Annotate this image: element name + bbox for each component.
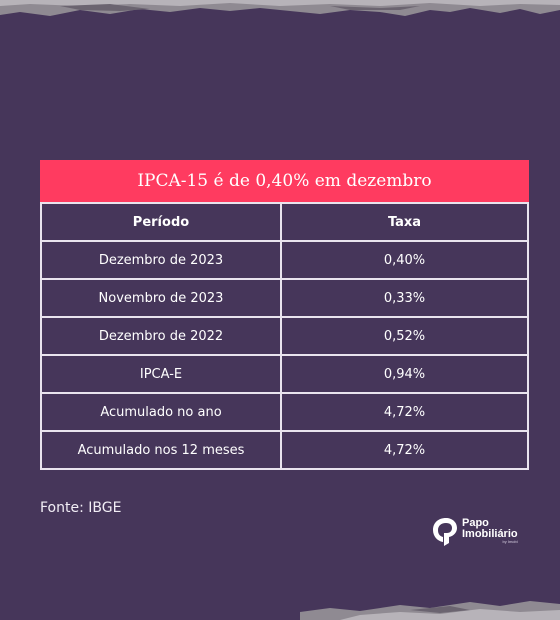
header-periodo: Período <box>40 202 282 242</box>
rate-cell: 0,33% <box>280 278 529 318</box>
papo-imobiliario-logo-icon <box>433 518 457 546</box>
rate-cell: 4,72% <box>280 392 529 432</box>
logo-line-2: Imobiliário <box>462 528 518 540</box>
period-cell: Acumulado nos 12 meses <box>40 430 282 470</box>
logo-line-1: Papo <box>462 517 489 529</box>
source-note: Fonte: IBGE <box>40 500 122 516</box>
table-title: IPCA-15 é de 0,40% em dezembro <box>40 160 529 202</box>
table-row: Dezembro de 2022 0,52% <box>40 316 529 356</box>
rate-cell: 0,94% <box>280 354 529 394</box>
rate-cell: 4,72% <box>280 430 529 470</box>
table-row: IPCA-E 0,94% <box>40 354 529 394</box>
table-row: Acumulado nos 12 meses 4,72% <box>40 430 529 470</box>
torn-paper-top-decoration <box>0 0 560 16</box>
period-cell: Acumulado no ano <box>40 392 282 432</box>
rate-cell: 0,52% <box>280 316 529 356</box>
rates-table-container: IPCA-15 é de 0,40% em dezembro Período T… <box>40 160 529 470</box>
table-row: Novembro de 2023 0,33% <box>40 278 529 318</box>
period-cell: Novembro de 2023 <box>40 278 282 318</box>
table-header-row: Período Taxa <box>40 202 529 242</box>
period-cell: Dezembro de 2022 <box>40 316 282 356</box>
torn-paper-bottom-decoration <box>300 601 560 620</box>
period-cell: Dezembro de 2023 <box>40 240 282 280</box>
brand-logo: Papo Imobiliário by Imobi <box>430 515 518 547</box>
header-taxa: Taxa <box>280 202 529 242</box>
period-cell: IPCA-E <box>40 354 282 394</box>
rates-table: Período Taxa Dezembro de 2023 0,40% Nove… <box>40 202 529 470</box>
table-row: Acumulado no ano 4,72% <box>40 392 529 432</box>
table-row: Dezembro de 2023 0,40% <box>40 240 529 280</box>
logo-line-3: by Imobi <box>502 539 518 544</box>
rate-cell: 0,40% <box>280 240 529 280</box>
